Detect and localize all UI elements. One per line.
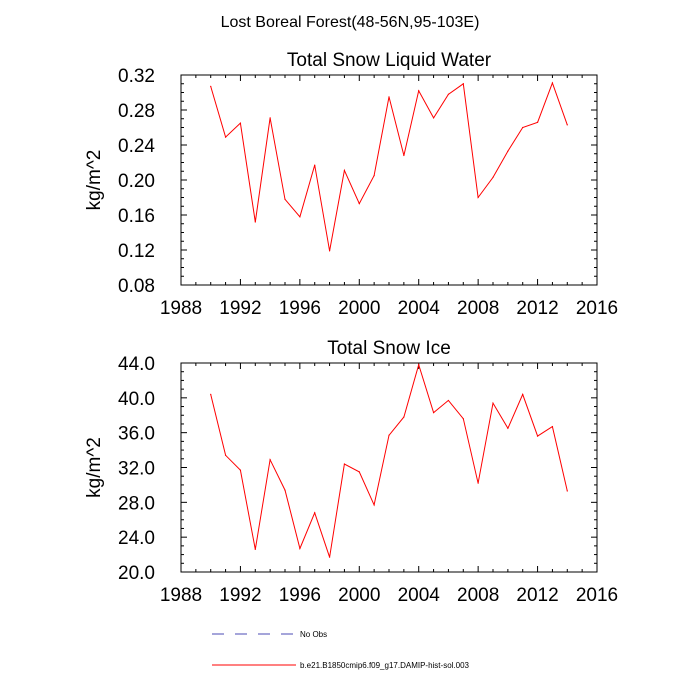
panel-title: Total Snow Ice (327, 338, 451, 359)
y-tick-label: 20.0 (118, 563, 155, 584)
data-point (551, 425, 554, 428)
data-point (328, 556, 331, 558)
y-tick-label: 0.24 (118, 136, 155, 157)
x-tick-label: 2000 (338, 585, 380, 606)
y-tick-label: 0.12 (118, 241, 155, 262)
data-point (284, 198, 286, 200)
data-point (462, 418, 464, 420)
data-point (522, 126, 524, 129)
panel-snow-ice: Total Snow Ice kg/m^2 1988 1992 1996 2000 2004… (84, 338, 618, 606)
data-point (388, 434, 390, 436)
y-tick-label: 40.0 (118, 389, 155, 410)
x-tick-label: 1992 (219, 585, 261, 606)
data-point (343, 169, 346, 171)
data-point (210, 393, 212, 395)
data-point (551, 82, 554, 84)
data-point (358, 471, 360, 473)
x-tick-label: 2000 (338, 298, 380, 319)
data-point (403, 154, 405, 157)
x-tick-label: 2016 (576, 585, 618, 606)
data-point (522, 393, 524, 395)
y-tick-label: 0.20 (118, 171, 155, 192)
x-tick-label: 1992 (219, 298, 261, 319)
data-point (343, 463, 346, 465)
data-point (299, 216, 301, 218)
data-point (432, 412, 435, 414)
y-tick-label: 0.32 (118, 66, 155, 87)
data-point (447, 399, 450, 402)
data-point (373, 175, 375, 177)
x-tick-label: 1988 (160, 585, 202, 606)
legend-label-model-run: b.e21.B1850cmip6.f09_g17.DAMIP-hist-sol.… (300, 661, 470, 670)
x-tick-label: 2008 (457, 585, 499, 606)
y-tick-label: 0.08 (118, 276, 155, 297)
data-point (239, 469, 242, 471)
panel-title: Total Snow Liquid Water (287, 50, 492, 71)
y-tick-label: 36.0 (118, 424, 155, 445)
y-tick-label: 0.16 (118, 206, 155, 227)
data-point (418, 364, 420, 366)
panel-snow-liquid-water: Total Snow Liquid Water kg/m^2 1988 1992 199… (84, 50, 618, 319)
legend: No Obs b.e21.B1850cmip6.f09_g17.DAMIP-hi… (212, 630, 470, 670)
data-point (492, 402, 494, 404)
data-point (210, 85, 212, 87)
data-point (432, 117, 435, 119)
y-tick-label: 32.0 (118, 459, 155, 480)
y-axis-label: kg/m^2 (84, 437, 105, 498)
data-point (507, 150, 509, 152)
x-tick-label: 2004 (398, 585, 441, 606)
data-point (418, 90, 420, 92)
data-point (373, 504, 375, 506)
y-tick-label: 24.0 (118, 528, 155, 549)
legend-item-model-run: b.e21.B1850cmip6.f09_g17.DAMIP-hist-sol.… (212, 661, 470, 670)
data-point (269, 117, 271, 119)
data-point (566, 490, 568, 492)
data-point (403, 416, 405, 418)
data-point (358, 203, 360, 205)
data-point (447, 93, 450, 95)
data-point (254, 548, 256, 550)
y-tick-label: 44.0 (118, 354, 155, 375)
data-point (328, 250, 331, 252)
data-point (507, 427, 509, 429)
y-tick-label: 28.0 (118, 493, 155, 514)
data-point (477, 196, 479, 199)
data-point (314, 164, 316, 166)
figure-title: Lost Boreal Forest(48-56N,95-103E) (221, 14, 480, 31)
x-tick-label: 2012 (516, 298, 558, 319)
data-point (299, 547, 301, 550)
x-tick-label: 1996 (279, 585, 321, 606)
x-tick-label: 2008 (457, 298, 499, 319)
data-point (536, 435, 539, 437)
data-point (462, 83, 464, 85)
data-point (239, 122, 242, 124)
legend-item-no-obs: No Obs (212, 630, 327, 639)
x-tick-label: 2012 (516, 585, 558, 606)
x-tick-label: 1988 (160, 298, 202, 319)
x-tick-label: 2016 (576, 298, 618, 319)
x-tick-label: 1996 (279, 298, 321, 319)
y-axis-label: kg/m^2 (84, 150, 105, 211)
data-point (224, 454, 227, 456)
data-point (269, 459, 271, 461)
data-point (314, 512, 316, 514)
data-point (566, 124, 568, 126)
data-point (388, 96, 390, 98)
data-point (536, 121, 539, 123)
data-point (284, 489, 286, 491)
data-point (254, 221, 256, 223)
x-tick-label: 2004 (398, 298, 441, 319)
y-tick-label: 0.28 (118, 101, 155, 122)
data-point (492, 176, 494, 178)
data-point (477, 482, 479, 484)
data-point (224, 136, 227, 138)
legend-label-no-obs: No Obs (300, 630, 327, 639)
